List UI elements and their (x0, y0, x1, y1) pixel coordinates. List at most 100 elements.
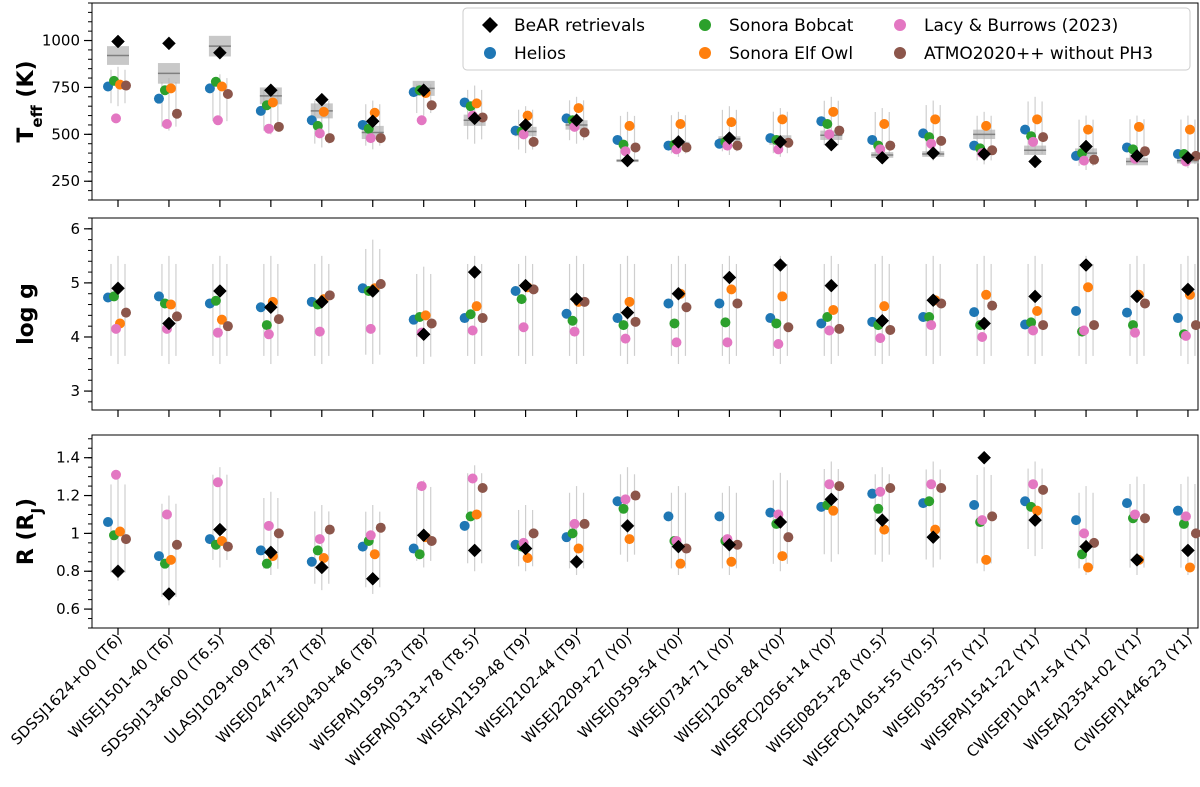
point-circle (1172, 505, 1183, 516)
point-circle (1071, 306, 1082, 317)
point-circle (1032, 306, 1043, 317)
series-atmo2020-without-ph3 (121, 481, 1200, 554)
point-circle (165, 299, 176, 310)
point-circle (471, 509, 482, 520)
point-circle (987, 300, 998, 311)
point-circle (816, 318, 827, 329)
y-tick-label: 1000 (42, 32, 80, 50)
point-circle (426, 100, 437, 111)
y-tick-label: 500 (51, 125, 80, 143)
point-circle (620, 146, 631, 157)
point-circle (926, 479, 937, 490)
point-diamond (365, 284, 380, 298)
y-tick-label: 4 (70, 328, 80, 346)
y-tick-label: 1.4 (56, 449, 80, 467)
point-diamond (1079, 139, 1093, 154)
legend-item: BeAR retrievals (482, 16, 645, 36)
point-circle (273, 528, 284, 539)
point-circle (732, 539, 743, 550)
point-circle (1089, 320, 1100, 331)
point-diamond (773, 258, 788, 272)
point-circle (267, 97, 278, 108)
point-circle (624, 120, 635, 131)
point-circle (212, 327, 223, 338)
y-axis-label: log g (14, 283, 39, 345)
y-tick-label: 5 (70, 274, 80, 292)
point-circle (1184, 562, 1195, 573)
point-circle (153, 291, 164, 302)
point-circle (111, 323, 121, 334)
point-diamond (926, 293, 941, 308)
point-diamond (263, 300, 278, 315)
point-circle (365, 530, 376, 541)
point-circle (1140, 298, 1150, 309)
point-circle (1071, 515, 1082, 526)
point-circle (879, 524, 890, 535)
point-diamond (518, 118, 533, 132)
point-diamond (1130, 149, 1144, 163)
point-circle (1190, 528, 1200, 539)
point-circle (121, 534, 131, 545)
point-diamond (671, 539, 686, 554)
point-circle (783, 322, 794, 333)
panel-frame (91, 2, 1199, 201)
point-diamond (1181, 543, 1195, 558)
legend-marker-circle (699, 19, 711, 31)
point-circle (471, 301, 482, 312)
point-diamond (1079, 258, 1093, 272)
point-circle (1122, 498, 1132, 509)
point-diamond (365, 571, 380, 586)
point-circle (926, 320, 937, 331)
point-diamond (263, 545, 278, 560)
point-circle (824, 129, 835, 140)
point-circle (261, 558, 272, 569)
point-circle (726, 117, 737, 128)
point-circle (624, 534, 635, 545)
point-circle (1026, 317, 1037, 328)
point-circle (165, 83, 176, 94)
point-circle (624, 296, 635, 307)
point-circle (777, 291, 788, 302)
point-circle (879, 119, 890, 130)
point-circle (612, 496, 623, 507)
point-diamond (467, 543, 482, 558)
series-bear-retrievals (111, 258, 1195, 342)
point-circle (263, 123, 274, 134)
point-circle (834, 125, 845, 136)
point-circle (161, 119, 172, 130)
point-circle (726, 284, 737, 295)
point-circle (1028, 479, 1039, 490)
point-circle (567, 315, 578, 326)
point-circle (510, 286, 521, 297)
point-circle (204, 83, 215, 94)
series-sonora-elf-owl (115, 505, 1195, 573)
panel-3: 0.6 0.8 1 1.2 1.4 R (RJ) (14, 434, 1200, 635)
point-circle (528, 528, 539, 539)
point-diamond (773, 515, 788, 529)
panel-2: 3 4 5 6 log g (14, 217, 1200, 417)
point-circle (1038, 484, 1049, 495)
point-diamond (416, 83, 431, 98)
panel-frame (91, 434, 1199, 629)
point-diamond (1028, 513, 1042, 528)
point-diamond (518, 278, 533, 293)
point-diamond (213, 522, 227, 537)
point-circle (416, 481, 427, 492)
point-diamond (1079, 539, 1093, 554)
y-tick-label: 750 (51, 78, 80, 96)
point-diamond (111, 564, 125, 579)
point-circle (722, 337, 733, 348)
point-circle (569, 326, 580, 337)
point-circle (663, 298, 674, 309)
point-circle (885, 324, 896, 335)
point-circle (573, 103, 584, 114)
point-circle (822, 119, 833, 130)
point-circle (875, 333, 886, 344)
point-circle (669, 318, 680, 329)
point-circle (1172, 313, 1183, 324)
point-circle (414, 549, 425, 560)
legend-label: Sonora Bobcat (729, 16, 854, 36)
point-diamond (1130, 289, 1144, 304)
point-circle (318, 106, 329, 117)
